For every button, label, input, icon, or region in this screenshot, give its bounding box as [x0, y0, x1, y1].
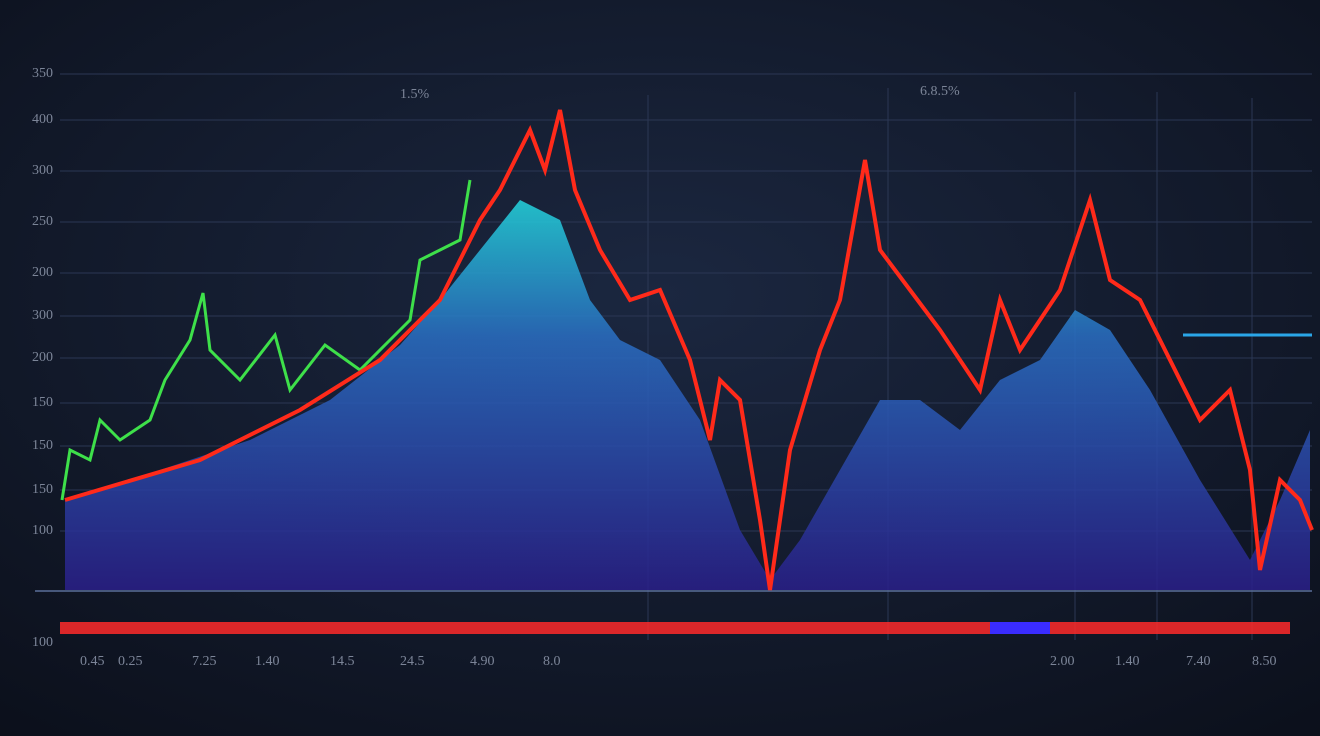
volume-bar [990, 622, 1050, 634]
labels: 350 400 300 250 200 300 200 150 150 150 100 100 0.45… [32, 66, 1277, 669]
green-line [60, 179, 472, 501]
x-label: 0.25 [118, 654, 143, 669]
x-label: 8.0 [543, 654, 561, 669]
x-label: 14.5 [330, 654, 355, 669]
x-label: 8.50 [1252, 654, 1277, 669]
volume-bar [60, 622, 1290, 634]
y-label: 350 [32, 66, 53, 81]
y-label: 400 [32, 112, 53, 127]
x-label: 7.40 [1186, 654, 1211, 669]
x-label: 7.25 [192, 654, 217, 669]
x-label: 2.00 [1050, 654, 1075, 669]
y-label: 300 [32, 308, 53, 323]
y-label: 300 [32, 163, 53, 178]
top-label: 6.8.5% [920, 84, 960, 99]
y-label: 150 [32, 395, 53, 410]
x-label: 0.45 [80, 654, 105, 669]
y-label: 250 [32, 214, 53, 229]
top-label: 1.5% [400, 87, 430, 102]
y-label: 150 [32, 438, 53, 453]
red-line [64, 109, 1314, 591]
y-label: 200 [32, 350, 53, 365]
x-label: 1.40 [255, 654, 280, 669]
y-label: 100 [32, 635, 53, 650]
y-label: 150 [32, 482, 53, 497]
y-label: 200 [32, 265, 53, 280]
x-label: 4.90 [470, 654, 495, 669]
x-label: 24.5 [400, 654, 425, 669]
x-label: 1.40 [1115, 654, 1140, 669]
y-label: 100 [32, 523, 53, 538]
area [65, 200, 1310, 590]
